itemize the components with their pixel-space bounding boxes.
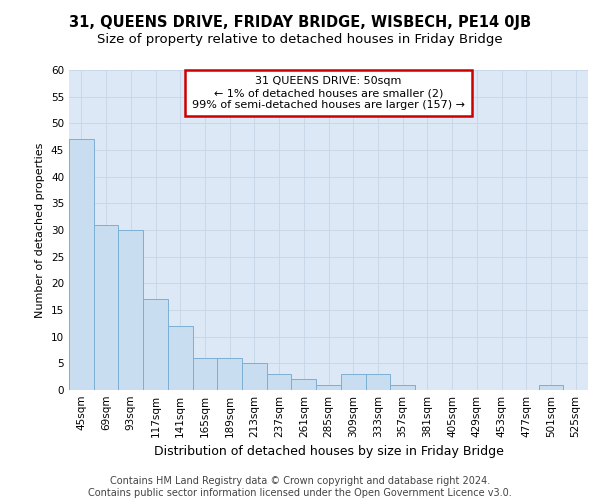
X-axis label: Distribution of detached houses by size in Friday Bridge: Distribution of detached houses by size … xyxy=(154,446,503,458)
Bar xyxy=(94,224,118,390)
Bar xyxy=(292,380,316,390)
Bar xyxy=(539,384,563,390)
Bar xyxy=(217,358,242,390)
Bar xyxy=(69,140,94,390)
Text: Size of property relative to detached houses in Friday Bridge: Size of property relative to detached ho… xyxy=(97,32,503,46)
Text: Contains HM Land Registry data © Crown copyright and database right 2024.
Contai: Contains HM Land Registry data © Crown c… xyxy=(88,476,512,498)
Bar xyxy=(242,364,267,390)
Text: 31 QUEENS DRIVE: 50sqm
← 1% of detached houses are smaller (2)
99% of semi-detac: 31 QUEENS DRIVE: 50sqm ← 1% of detached … xyxy=(192,76,465,110)
Bar xyxy=(390,384,415,390)
Bar xyxy=(193,358,217,390)
Text: 31, QUEENS DRIVE, FRIDAY BRIDGE, WISBECH, PE14 0JB: 31, QUEENS DRIVE, FRIDAY BRIDGE, WISBECH… xyxy=(69,15,531,30)
Bar xyxy=(118,230,143,390)
Bar xyxy=(168,326,193,390)
Y-axis label: Number of detached properties: Number of detached properties xyxy=(35,142,46,318)
Bar xyxy=(341,374,365,390)
Bar xyxy=(365,374,390,390)
Bar xyxy=(316,384,341,390)
Bar xyxy=(267,374,292,390)
Bar xyxy=(143,300,168,390)
